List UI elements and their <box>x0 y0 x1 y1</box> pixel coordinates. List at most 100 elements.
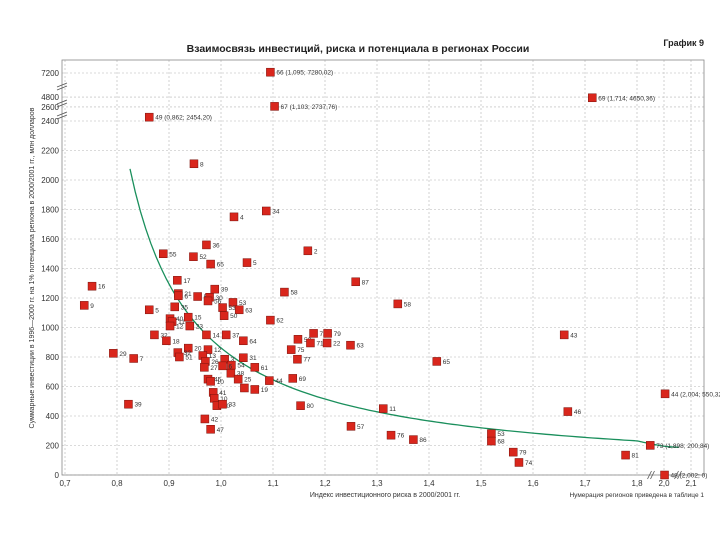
y-tick-label: 1400 <box>41 265 59 274</box>
data-point <box>293 335 303 344</box>
point-label: 63 <box>245 307 253 314</box>
point-label: 38 <box>237 371 245 378</box>
data-point <box>250 385 260 394</box>
point-label: 68 <box>497 439 505 446</box>
point-label: 52 <box>199 254 207 261</box>
data-point <box>386 430 396 440</box>
point-label: 11 <box>178 319 185 326</box>
data-point <box>185 321 195 331</box>
data-point <box>240 383 249 393</box>
data-point <box>159 249 168 258</box>
point-label: 69 <box>299 376 307 383</box>
data-point <box>351 277 360 287</box>
point-label: 49 (0,862; 2454,20) <box>155 115 212 122</box>
data-point <box>174 291 183 301</box>
point-label: 86 <box>419 437 427 444</box>
point-label: 7 <box>140 356 144 363</box>
data-point <box>346 422 356 431</box>
data-point <box>487 429 496 438</box>
data-point <box>144 112 154 122</box>
point-label: 65 <box>443 359 451 366</box>
data-point <box>173 276 182 285</box>
data-point <box>109 349 118 358</box>
x-tick-label: 1,3 <box>371 479 383 488</box>
point-label: 6 <box>184 293 188 300</box>
point-label: 47 <box>217 427 225 434</box>
data-point <box>559 330 569 340</box>
point-label: 10 <box>220 396 228 403</box>
data-point <box>202 330 211 340</box>
data-point <box>432 357 442 366</box>
data-point <box>170 302 179 312</box>
y-tick-label: 0 <box>55 471 60 480</box>
data-point <box>221 330 231 340</box>
data-point <box>514 458 524 467</box>
data-point <box>226 368 236 378</box>
data-point <box>150 330 159 340</box>
point-label: 21 <box>184 291 192 298</box>
point-label: 17 <box>183 278 191 285</box>
point-label: 33 <box>229 402 237 409</box>
data-point <box>228 298 238 307</box>
point-label: 30 <box>216 295 224 302</box>
x-axis-label: Индекс инвестиционного риска в 2000/2001… <box>310 492 460 499</box>
y-tick-label: 2200 <box>41 147 59 156</box>
data-point <box>346 340 355 350</box>
data-point <box>286 345 296 354</box>
point-label: 12 <box>176 324 184 331</box>
data-point <box>162 336 171 346</box>
x-tick-label: 1,0 <box>215 479 227 488</box>
y-ticks: 0 200 400 600 800 1000 1200 1400 1600 1800 2000 220… <box>41 69 59 480</box>
point-label: 62 <box>276 318 284 325</box>
point-label: 71 <box>316 340 324 347</box>
x-tick-label: 0,7 <box>59 479 71 488</box>
chart-title: Взаимосвязь инвестиций, риска и потенциа… <box>187 43 530 55</box>
point-label: 57 <box>357 424 365 431</box>
point-label: 67 (1,103; 2737,76) <box>281 104 338 111</box>
point-label: 3 <box>231 357 235 364</box>
point-label: 22 <box>333 340 341 347</box>
point-label: 27 <box>210 365 218 372</box>
x-tick-label: 1,5 <box>475 479 487 488</box>
y-tick-label: 600 <box>46 383 60 392</box>
data-point <box>203 345 213 354</box>
point-label: 46 <box>574 409 582 416</box>
point-label: 9 <box>90 303 94 310</box>
point-label: 39 <box>134 402 142 409</box>
point-label: 15 <box>194 315 202 322</box>
x-axis-break <box>674 470 682 480</box>
x-tick-label: 1,4 <box>423 479 435 488</box>
point-label: 50 <box>230 313 238 320</box>
point-label: 5 <box>155 307 159 314</box>
point-label: 53 <box>239 300 247 307</box>
y-tick-label: 1200 <box>41 294 59 303</box>
point-label: 8 <box>200 161 204 168</box>
point-label: 31 <box>249 355 257 362</box>
data-point <box>280 287 289 297</box>
data-point <box>202 240 211 250</box>
point-label: 16 <box>98 284 106 291</box>
data-point <box>487 436 496 446</box>
y-tick-label: 2600 <box>41 103 59 112</box>
data-point <box>206 377 215 386</box>
footnote: Нумерация регионов приведена в таблице 1 <box>569 491 704 499</box>
point-label: 58 <box>290 290 298 297</box>
y-tick-label: 4800 <box>41 93 59 102</box>
x-ticks: 0,7 0,8 0,9 1,0 1,1 1,2 1,3 1,4 1,5 1,6 1,7 1,8 2,0 2… <box>59 479 697 488</box>
point-label: 43 <box>570 332 578 339</box>
y-axis-label: Суммарные инвестиции в 1996—2000 гг. на … <box>29 107 36 428</box>
y-axis-break <box>56 82 68 91</box>
point-label: 79 <box>334 331 342 338</box>
data-point <box>79 301 89 310</box>
graph-number: График 9 <box>663 38 704 48</box>
point-label: 14 <box>212 332 220 339</box>
point-label: 6 <box>229 363 233 370</box>
data-point <box>229 212 239 222</box>
point-label: 87 <box>362 279 370 286</box>
data-point <box>621 450 630 460</box>
point-label: 42 <box>211 416 219 423</box>
y-tick-label: 1000 <box>41 324 59 333</box>
point-label: 10 <box>217 379 225 386</box>
data-point <box>209 394 219 403</box>
